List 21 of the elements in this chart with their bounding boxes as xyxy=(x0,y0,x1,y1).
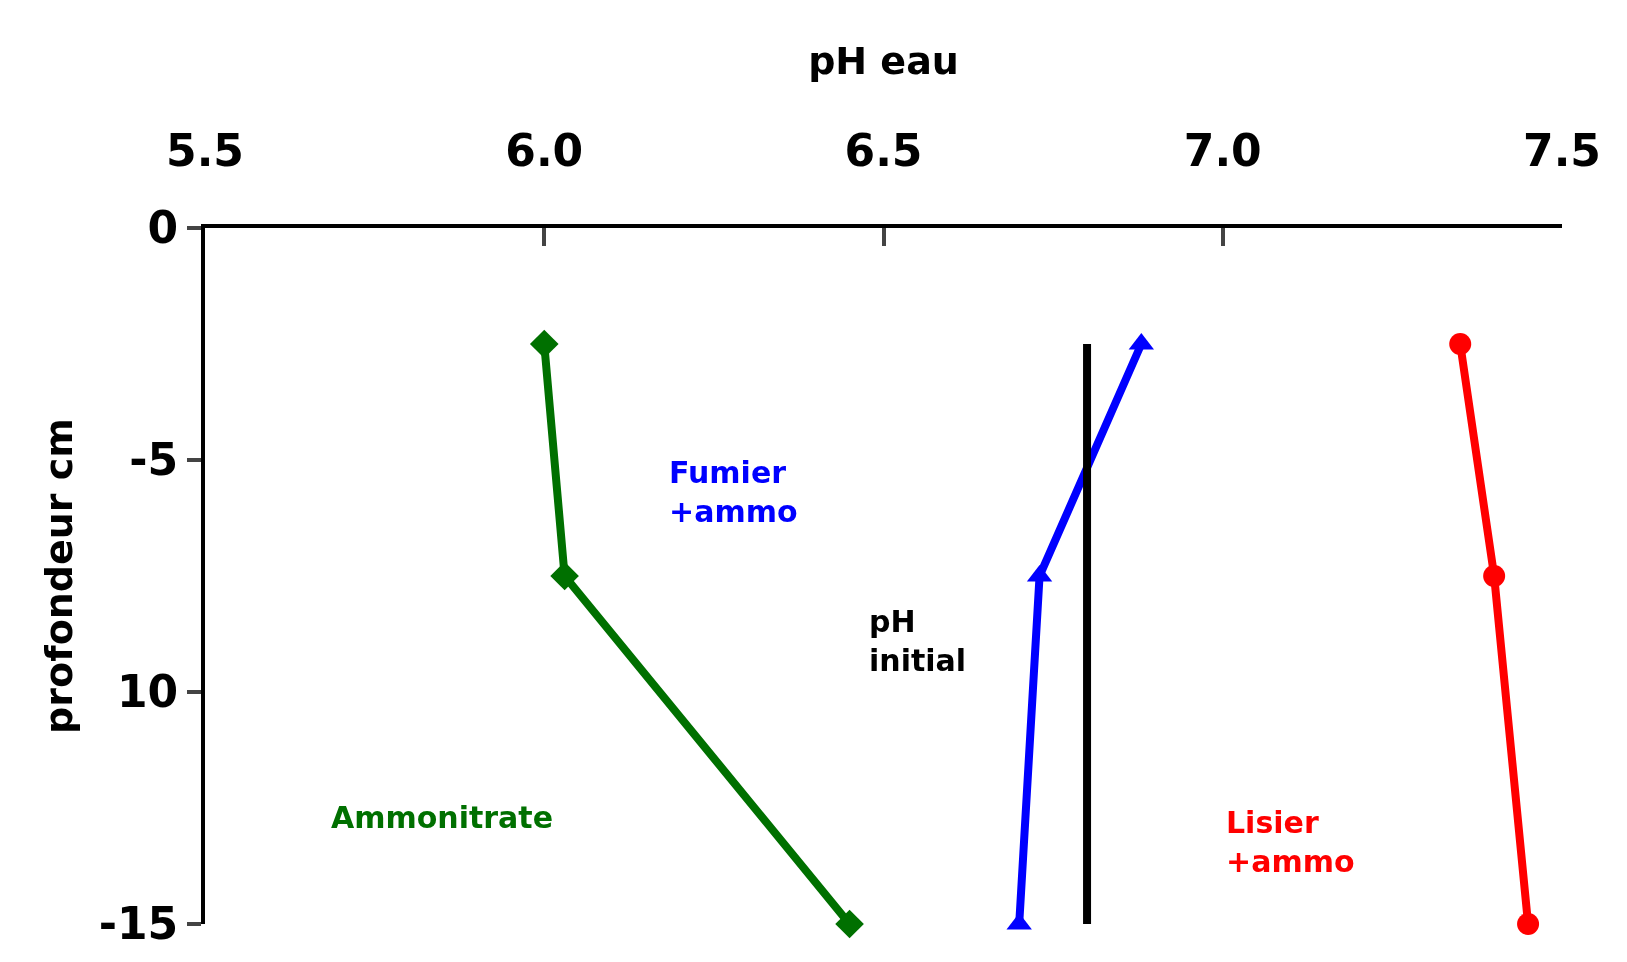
x-tick-label: 6.5 xyxy=(844,125,923,177)
text: Fumier +ammo xyxy=(669,455,798,529)
text: Ammonitrate xyxy=(331,800,554,835)
y-tick-label: -5 xyxy=(129,434,179,486)
x-axis-title: pH eau xyxy=(808,39,959,84)
y-tick-label: 0 xyxy=(147,202,179,254)
y-tick-label: 10 xyxy=(116,666,179,718)
x-tick-label: 7.5 xyxy=(1523,125,1601,177)
text: pH initial xyxy=(869,604,967,678)
point xyxy=(550,561,579,591)
x-tick-label: 7.0 xyxy=(1183,125,1262,177)
text: Lisier +ammo xyxy=(1226,805,1355,879)
point xyxy=(1483,565,1506,587)
y-axis-title: profondeur cm xyxy=(37,418,82,734)
point xyxy=(835,909,864,939)
point xyxy=(529,329,559,359)
y-tick-label: -15 xyxy=(98,898,179,950)
x-tick-label: 6.0 xyxy=(505,125,584,177)
x-tick-label: 5.5 xyxy=(166,125,244,177)
point xyxy=(1449,333,1472,355)
point xyxy=(1517,913,1540,935)
